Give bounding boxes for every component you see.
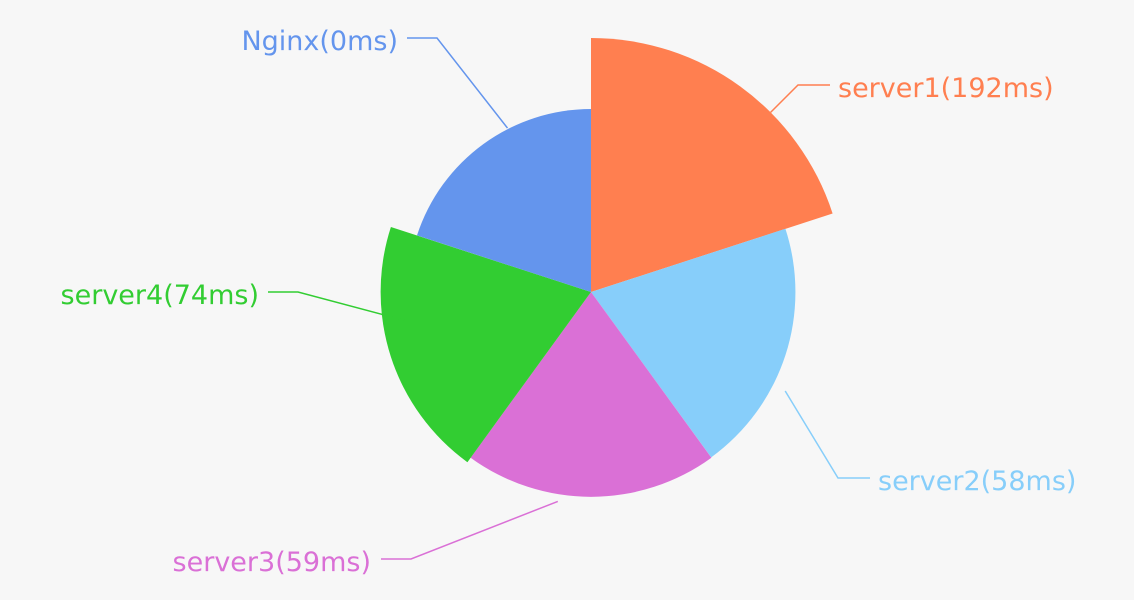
label-server4: server4(74ms) — [61, 280, 259, 311]
leader-line-server3 — [381, 500, 559, 560]
leader-line-server1 — [770, 84, 830, 113]
label-server3: server3(59ms) — [173, 547, 371, 578]
slice-server1[interactable] — [591, 37, 833, 292]
slices-layer — [380, 37, 833, 497]
slice-server2[interactable] — [591, 228, 796, 458]
slice-Nginx[interactable] — [417, 109, 591, 292]
slice-server4[interactable] — [380, 227, 591, 463]
label-server1: server1(192ms) — [838, 73, 1054, 104]
labels-layer: server1(192ms) server2(58ms) server3(59ms)… — [61, 26, 1077, 578]
leader-line-server4 — [268, 291, 408, 322]
label-server2: server2(58ms) — [878, 466, 1076, 497]
label-Nginx: Nginx(0ms) — [241, 26, 398, 57]
leader-lines-layer — [268, 37, 870, 560]
slice-server3[interactable] — [470, 292, 712, 497]
leader-line-Nginx — [407, 37, 509, 129]
leader-line-server2 — [784, 390, 870, 479]
